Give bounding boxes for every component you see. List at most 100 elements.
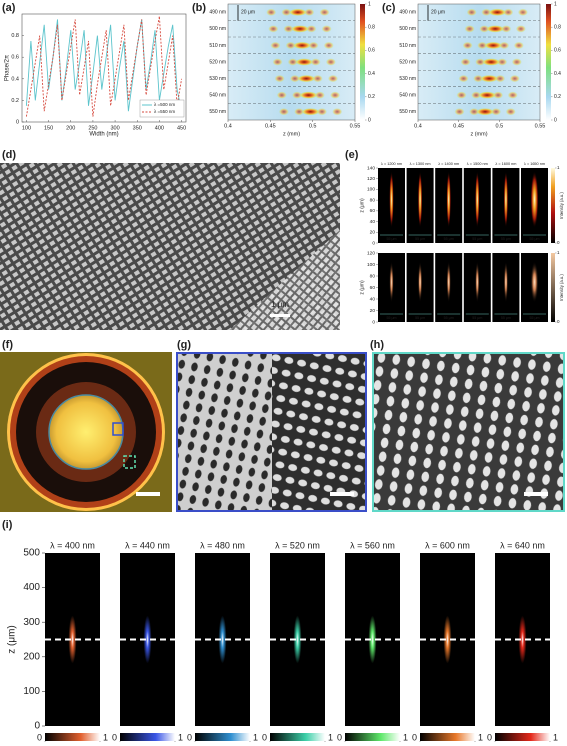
y-tick-label: 40 <box>370 219 376 225</box>
region-h-marker <box>123 455 136 469</box>
width-label: 55 μm <box>444 237 454 241</box>
colorbar-label: 1 <box>368 1 371 7</box>
focal-spot <box>513 41 524 50</box>
y-axis-label: z (μm) <box>7 625 18 654</box>
x-tick-label: 0.55 <box>535 123 546 129</box>
row-label: 500 nm <box>209 26 226 32</box>
column-title: λ = 480 nm <box>200 540 245 550</box>
column-title: λ = 560 nm <box>350 540 395 550</box>
legend-label: λ =500 nm <box>154 102 175 107</box>
focal-spot <box>497 58 508 66</box>
y-tick-label: 100 <box>23 686 40 697</box>
focal-spot <box>517 8 528 16</box>
colorbar <box>270 733 325 741</box>
colorbar-label: 1 <box>554 1 557 7</box>
focal-spot <box>299 91 318 99</box>
x-tick-label: 100 <box>22 125 31 131</box>
scale-bar-label: 1 μm <box>271 300 289 309</box>
focal-spot <box>295 58 314 66</box>
row-label: 550 nm <box>399 109 416 115</box>
panel-label: (e) <box>345 149 359 161</box>
column-title: λ = 1600 nm <box>495 162 516 166</box>
colorbar-label: 0 <box>112 732 117 742</box>
y-tick-label: 400 <box>23 582 40 593</box>
focal-glow <box>530 171 539 228</box>
focal-spot <box>464 25 475 33</box>
focal-spot <box>511 58 522 66</box>
focal-spot <box>368 615 377 664</box>
focal-spot <box>294 108 305 116</box>
focal-spot <box>458 74 469 83</box>
panel-label: (d) <box>2 149 16 161</box>
focal-spot <box>321 25 332 33</box>
colorbar <box>551 253 555 322</box>
row-label: 550 nm <box>209 109 226 115</box>
y-tick-label: 120 <box>367 250 375 256</box>
colorbar-label: 0.6 <box>554 48 561 54</box>
y-tick-label: 100 <box>367 187 375 193</box>
x-tick-label: 300 <box>110 125 119 131</box>
colorbar-label: 0.6 <box>368 48 375 54</box>
y-tick-label: 20 <box>370 308 376 314</box>
focal-spot <box>323 41 334 50</box>
focal-spot <box>272 58 283 66</box>
y-tick-label: 100 <box>367 262 375 268</box>
column-title: λ = 440 nm <box>125 540 170 550</box>
focal-spot <box>460 58 471 66</box>
colorbar-label: 1 <box>253 732 258 742</box>
width-label: 55 μm <box>444 316 454 320</box>
colorbar-label: 0 <box>187 732 192 742</box>
y-tick-label: 140 <box>367 165 375 171</box>
column-title: λ = 1400 nm <box>438 162 459 166</box>
y-tick-label: 120 <box>367 176 375 182</box>
focal-spot <box>482 58 501 66</box>
row-label: 520 nm <box>209 59 226 65</box>
x-axis-label: z (mm) <box>470 131 487 137</box>
colorbar-label: 0.4 <box>554 71 561 77</box>
lens-center <box>48 394 124 470</box>
colorbar <box>45 733 100 741</box>
colorbar-label: 0 <box>412 732 417 742</box>
legend-box <box>139 99 185 118</box>
scale-bar <box>330 492 354 496</box>
x-tick-label: 200 <box>66 125 75 131</box>
width-label: 55 μm <box>472 316 482 320</box>
y-axis-label: z (μm) <box>359 198 365 213</box>
y-tick-label: 0 <box>34 721 40 732</box>
focal-spot <box>480 74 499 83</box>
focal-spot <box>466 8 477 16</box>
panel-label: (i) <box>2 519 13 531</box>
row-label: 510 nm <box>209 43 226 49</box>
panel-label: (c) <box>382 2 396 14</box>
row-label: 530 nm <box>209 76 226 82</box>
row-label: 500 nm <box>399 26 416 32</box>
colorbar <box>360 4 365 120</box>
focal-spot <box>327 74 338 83</box>
colorbar-label: 0 <box>487 732 492 742</box>
y-tick-label: 20 <box>370 230 376 236</box>
focal-glow <box>446 171 451 228</box>
colorbar-label: 0.2 <box>554 94 561 100</box>
x-tick-label: 150 <box>44 125 53 131</box>
focal-spot <box>266 8 277 16</box>
row-label: 510 nm <box>399 43 416 49</box>
panel-label: (g) <box>177 339 191 351</box>
width-label: 55 μm <box>415 316 425 320</box>
y-tick-label: 60 <box>370 285 376 291</box>
colorbar-label: 0 <box>368 117 371 123</box>
colorbar-label: 0 <box>337 732 342 742</box>
focal-glow <box>389 261 394 303</box>
colorbar-label: 1 <box>557 250 560 255</box>
focal-glow <box>417 171 423 228</box>
column-title: λ = 1650 nm <box>524 162 545 166</box>
focal-spot <box>314 91 325 99</box>
colorbar-label: 1 <box>178 732 183 742</box>
focal-spot <box>330 91 341 99</box>
x-tick-label: 0.45 <box>453 123 464 129</box>
focal-spot <box>476 108 495 116</box>
y-tick-label: 500 <box>23 548 40 559</box>
focal-spot <box>287 58 298 66</box>
colorbar <box>551 168 555 243</box>
width-label: 55 μm <box>472 237 482 241</box>
colorbar-label: 1 <box>553 732 558 742</box>
